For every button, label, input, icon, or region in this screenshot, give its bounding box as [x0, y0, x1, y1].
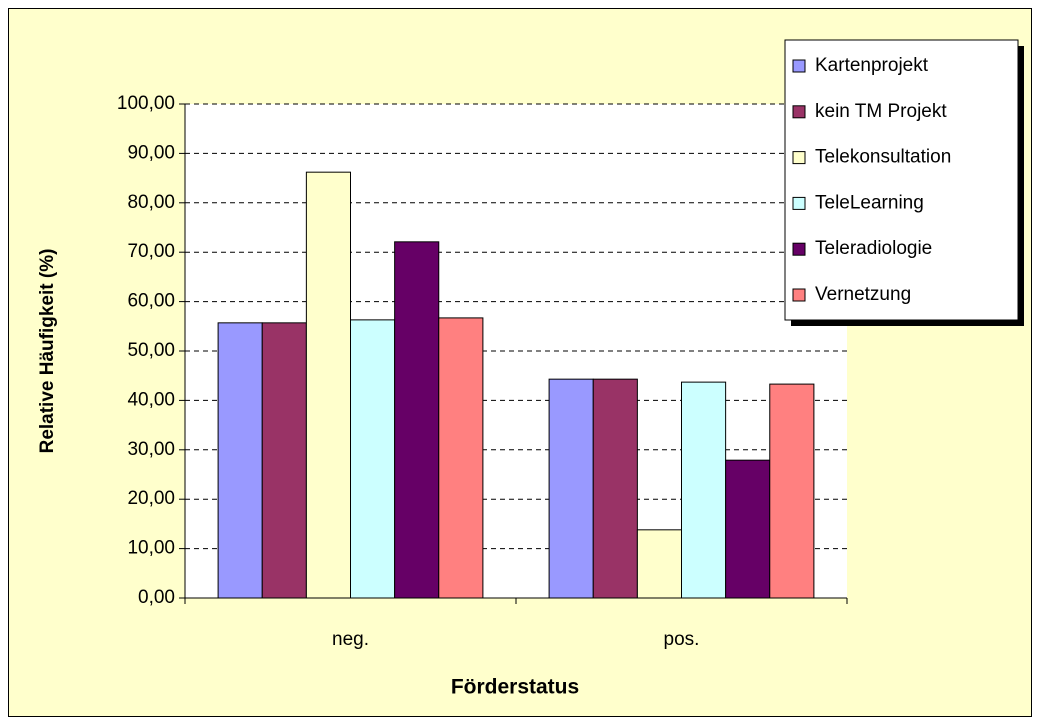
- bar: [350, 319, 396, 599]
- legend-swatch: [792, 151, 806, 165]
- bar: [636, 529, 682, 599]
- y-tick-label: 80,00: [127, 192, 175, 213]
- y-tick-label: 30,00: [127, 439, 175, 460]
- legend-label: kein TM Projekt: [815, 101, 947, 122]
- legend-label: TeleLearning: [815, 192, 924, 213]
- y-tick-label: 50,00: [127, 340, 175, 361]
- x-tick-label: pos.: [664, 629, 700, 650]
- bar: [548, 378, 594, 599]
- y-tick-label: 60,00: [127, 291, 175, 312]
- legend-swatch: [792, 196, 806, 210]
- legend-label: Vernetzung: [815, 284, 911, 305]
- bar: [681, 381, 727, 599]
- legend-swatch: [792, 105, 806, 119]
- y-tick-label: 0,00: [138, 587, 175, 608]
- bar: [305, 171, 352, 599]
- bar: [725, 459, 771, 599]
- legend-swatch: [792, 59, 806, 73]
- x-axis-title: Förderstatus: [451, 676, 579, 699]
- bar: [592, 378, 638, 599]
- y-tick-label: 40,00: [127, 389, 175, 410]
- bar: [394, 241, 440, 599]
- bar: [438, 317, 484, 599]
- y-tick-label: 20,00: [127, 488, 175, 509]
- legend-label: Teleradiologie: [815, 238, 932, 259]
- legend-swatch: [792, 288, 806, 302]
- legend: [784, 39, 1019, 321]
- bar: [217, 322, 263, 599]
- bar: [261, 322, 307, 599]
- y-tick-label: 100,00: [117, 93, 175, 114]
- y-axis-title: Relative Häufigkeit (%): [37, 249, 58, 454]
- bar: [769, 383, 815, 599]
- legend-label: Telekonsultation: [815, 147, 951, 168]
- legend-label: Kartenprojekt: [815, 55, 929, 76]
- x-tick-label: neg.: [332, 629, 369, 650]
- y-tick-label: 90,00: [127, 142, 175, 163]
- y-tick-label: 70,00: [127, 241, 175, 262]
- y-tick-label: 10,00: [127, 538, 175, 559]
- legend-swatch: [792, 242, 806, 256]
